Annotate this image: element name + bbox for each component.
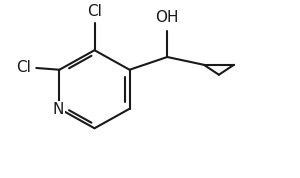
Text: Cl: Cl: [16, 61, 31, 75]
Text: Cl: Cl: [87, 4, 102, 19]
Text: OH: OH: [155, 10, 179, 25]
Text: N: N: [52, 102, 64, 117]
